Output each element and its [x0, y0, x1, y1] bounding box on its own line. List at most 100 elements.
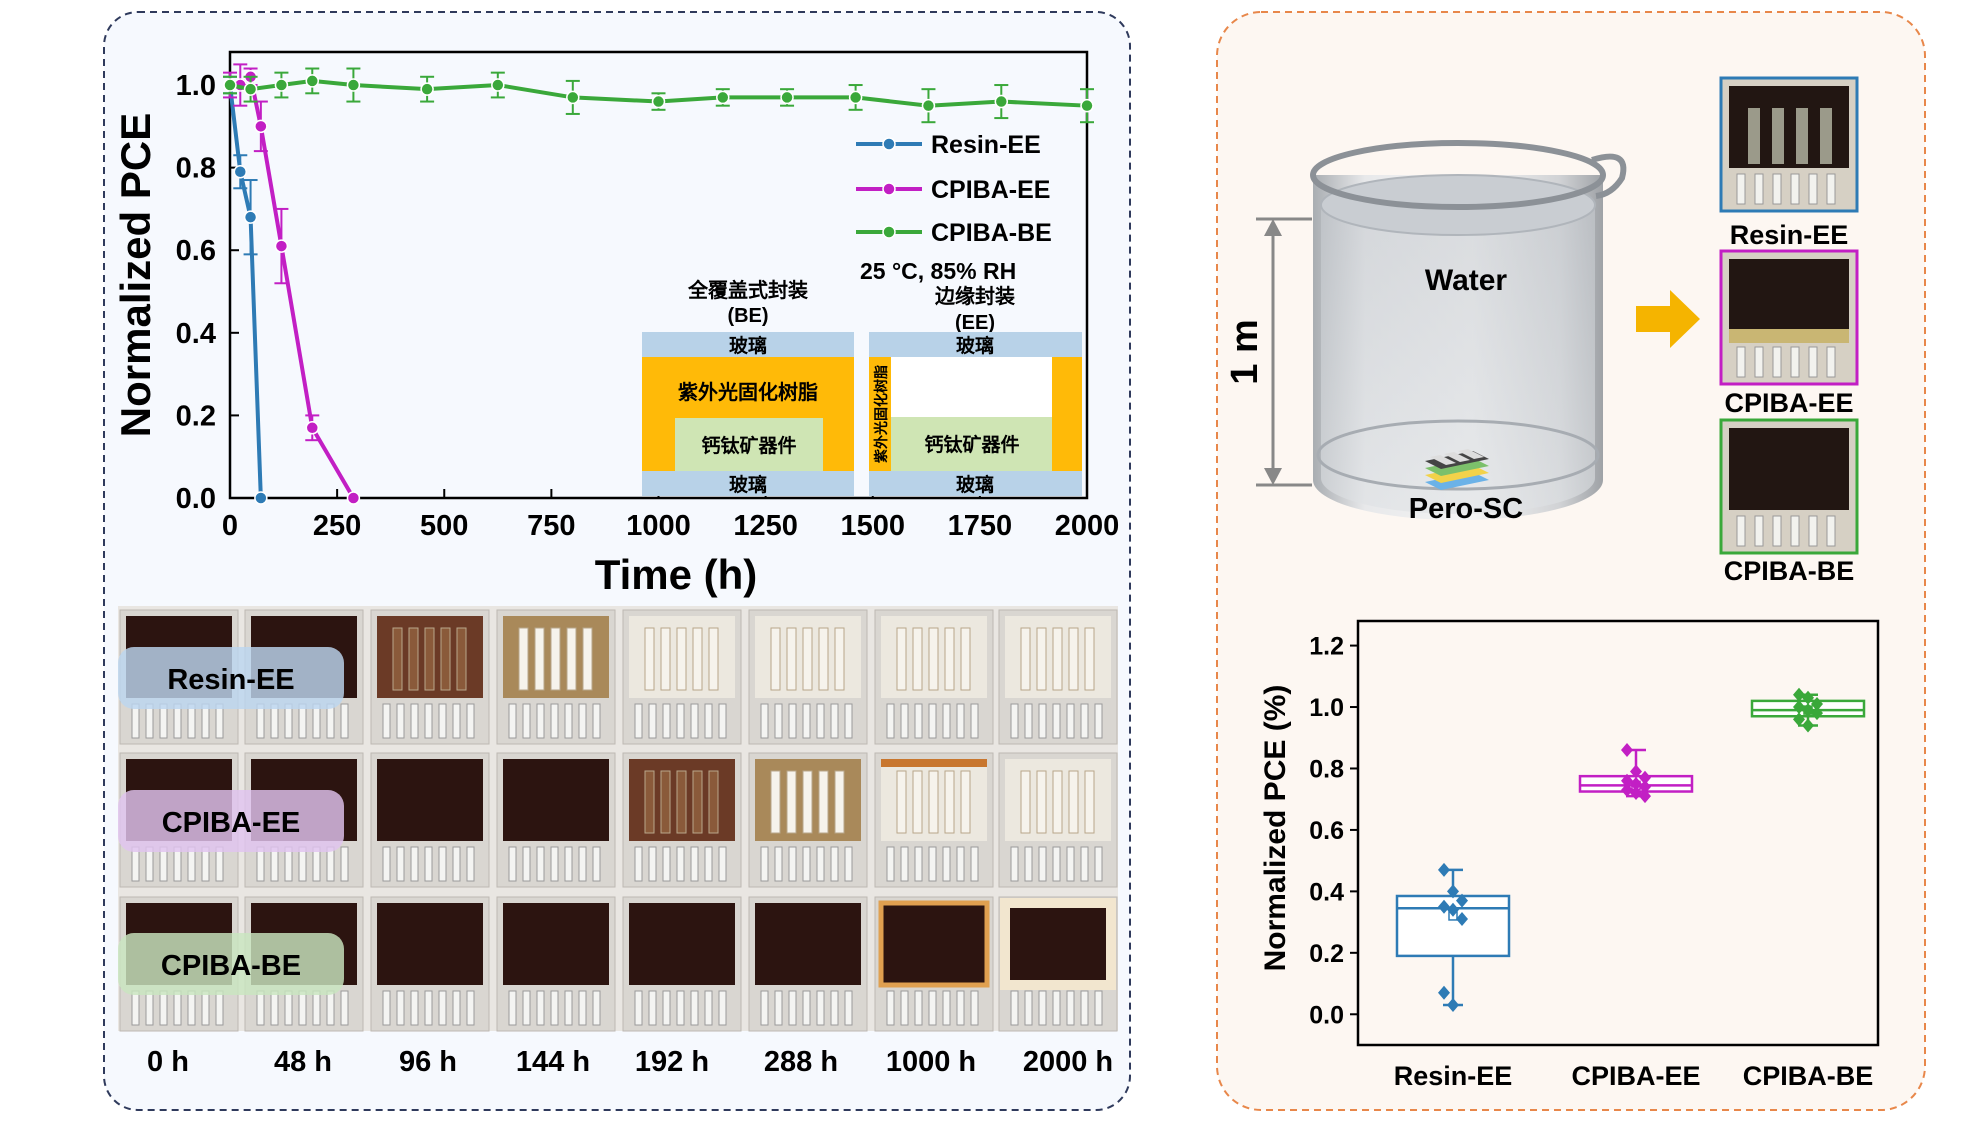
device-photo-r2-c6	[748, 752, 868, 888]
data-point	[274, 239, 289, 253]
photo-contact	[1024, 846, 1033, 882]
data-point	[780, 90, 794, 105]
photo-contact	[914, 990, 923, 1026]
photo-row-labels: Resin-EE CPIBA-EE CPIBA-BE	[118, 647, 344, 995]
device-label: Pero-SC	[1409, 493, 1523, 525]
box-data-point	[1621, 782, 1633, 797]
photo-contact	[452, 990, 461, 1026]
result-photo-label: CPIBA-EE	[1724, 388, 1853, 418]
photo-film	[503, 759, 609, 841]
photo-contact	[452, 703, 461, 739]
data-point	[491, 78, 505, 92]
photo-contact	[802, 990, 811, 1026]
photo-contact	[508, 990, 517, 1026]
photo-contact	[900, 846, 909, 882]
be-perovskite-device	[675, 418, 823, 471]
series-line	[228, 84, 263, 499]
ee-top-glass	[869, 332, 1082, 357]
photo-contact	[284, 990, 293, 1026]
photo-contact	[634, 990, 643, 1026]
x-tick-label: 500	[420, 510, 468, 542]
photo-contact	[676, 990, 685, 1026]
photo-contact	[159, 846, 168, 882]
box-data-point	[1630, 786, 1642, 801]
photo-contact	[438, 846, 447, 882]
result-photo-label: Resin-EE	[1730, 220, 1849, 250]
photo-electrode	[928, 627, 939, 691]
photo-contact	[438, 990, 447, 1026]
be-title: 全覆盖式封装	[687, 278, 808, 302]
data-point	[305, 74, 320, 88]
beaker-bottom-rim	[1316, 419, 1600, 491]
photo-contact	[886, 990, 895, 1026]
legend-marker-cpiba-ee	[882, 182, 896, 196]
ee-left-resin	[869, 357, 891, 471]
legend-label-resin: Resin-EE	[931, 131, 1041, 159]
photo-contact	[270, 703, 279, 739]
data-point	[651, 94, 666, 109]
y-tick-label: 0.0	[176, 483, 216, 515]
photo-contact	[788, 846, 797, 882]
box-series: Resin-EE CPIBA-EE CPIBA-BE	[1394, 687, 1873, 1091]
photo-electrode	[1068, 770, 1079, 834]
box-data-point	[1438, 985, 1450, 1000]
result-photo-contact	[1736, 515, 1746, 547]
photo-contact	[340, 846, 349, 882]
photo-contact	[550, 846, 559, 882]
photo-contact	[270, 990, 279, 1026]
photo-contact	[690, 846, 699, 882]
photo-contact	[1094, 990, 1103, 1026]
data-point	[566, 90, 580, 105]
y-tick-label: 0.6	[176, 235, 216, 267]
photo-electrode	[1036, 627, 1047, 691]
box-category-label: CPIBA-EE	[1571, 1061, 1700, 1091]
result-photo-label: CPIBA-BE	[1724, 556, 1855, 586]
box-data-point	[1447, 884, 1459, 899]
photo-electrode	[960, 770, 971, 834]
data-point	[921, 98, 936, 113]
ee-perovskite-device	[891, 417, 1052, 471]
photo-contact	[284, 703, 293, 739]
box-y-tick-label: 0.0	[1309, 1001, 1344, 1029]
photo-contact	[410, 846, 419, 882]
photo-contact	[396, 990, 405, 1026]
result-photo-contact	[1772, 515, 1782, 547]
photo-contact	[187, 990, 196, 1026]
photo-contact	[522, 846, 531, 882]
result-photo-contact	[1736, 346, 1746, 378]
photo-contact	[452, 846, 461, 882]
ee-bottom-glass	[869, 471, 1082, 496]
photo-contact	[564, 703, 573, 739]
photo-contact	[1010, 846, 1019, 882]
photo-contact	[298, 846, 307, 882]
result-photo-degraded-strip	[1796, 108, 1808, 164]
photo-contact	[312, 846, 321, 882]
photo-contact	[382, 846, 391, 882]
data-point	[1080, 98, 1094, 113]
result-photo-contact	[1790, 173, 1800, 205]
result-photo-contact	[1790, 515, 1800, 547]
photo-contact	[564, 846, 573, 882]
time-label: 2000 h	[1023, 1046, 1113, 1078]
y-tick-label: 0.4	[176, 318, 216, 350]
legend-marker-cpiba-be	[882, 225, 896, 239]
photo-contact	[466, 990, 475, 1026]
legend-label-cpiba-ee: CPIBA-EE	[931, 176, 1050, 204]
photo-electrode	[1052, 770, 1063, 834]
x-tick-label: 1750	[948, 510, 1013, 542]
y-axis-label: Normalized PCE	[112, 113, 159, 437]
stability-line-chart: 0 250 500 750 1000 1250 1500 1750 2000 0.0 0.2 0.4 0…	[112, 50, 1119, 598]
result-photo-contact	[1754, 346, 1764, 378]
photo-contact	[676, 703, 685, 739]
photo-contact	[592, 703, 601, 739]
photo-contact	[1024, 990, 1033, 1026]
photo-contact	[592, 990, 601, 1026]
photo-electrode	[1020, 770, 1031, 834]
photo-contact	[187, 703, 196, 739]
photo-contact	[396, 846, 405, 882]
photo-contact	[1010, 990, 1019, 1026]
legend: Resin-EE CPIBA-EE CPIBA-BE	[856, 131, 1052, 247]
box-data-point	[1621, 743, 1633, 758]
photo-contact	[914, 703, 923, 739]
device-photo-r2-c3	[370, 752, 490, 888]
